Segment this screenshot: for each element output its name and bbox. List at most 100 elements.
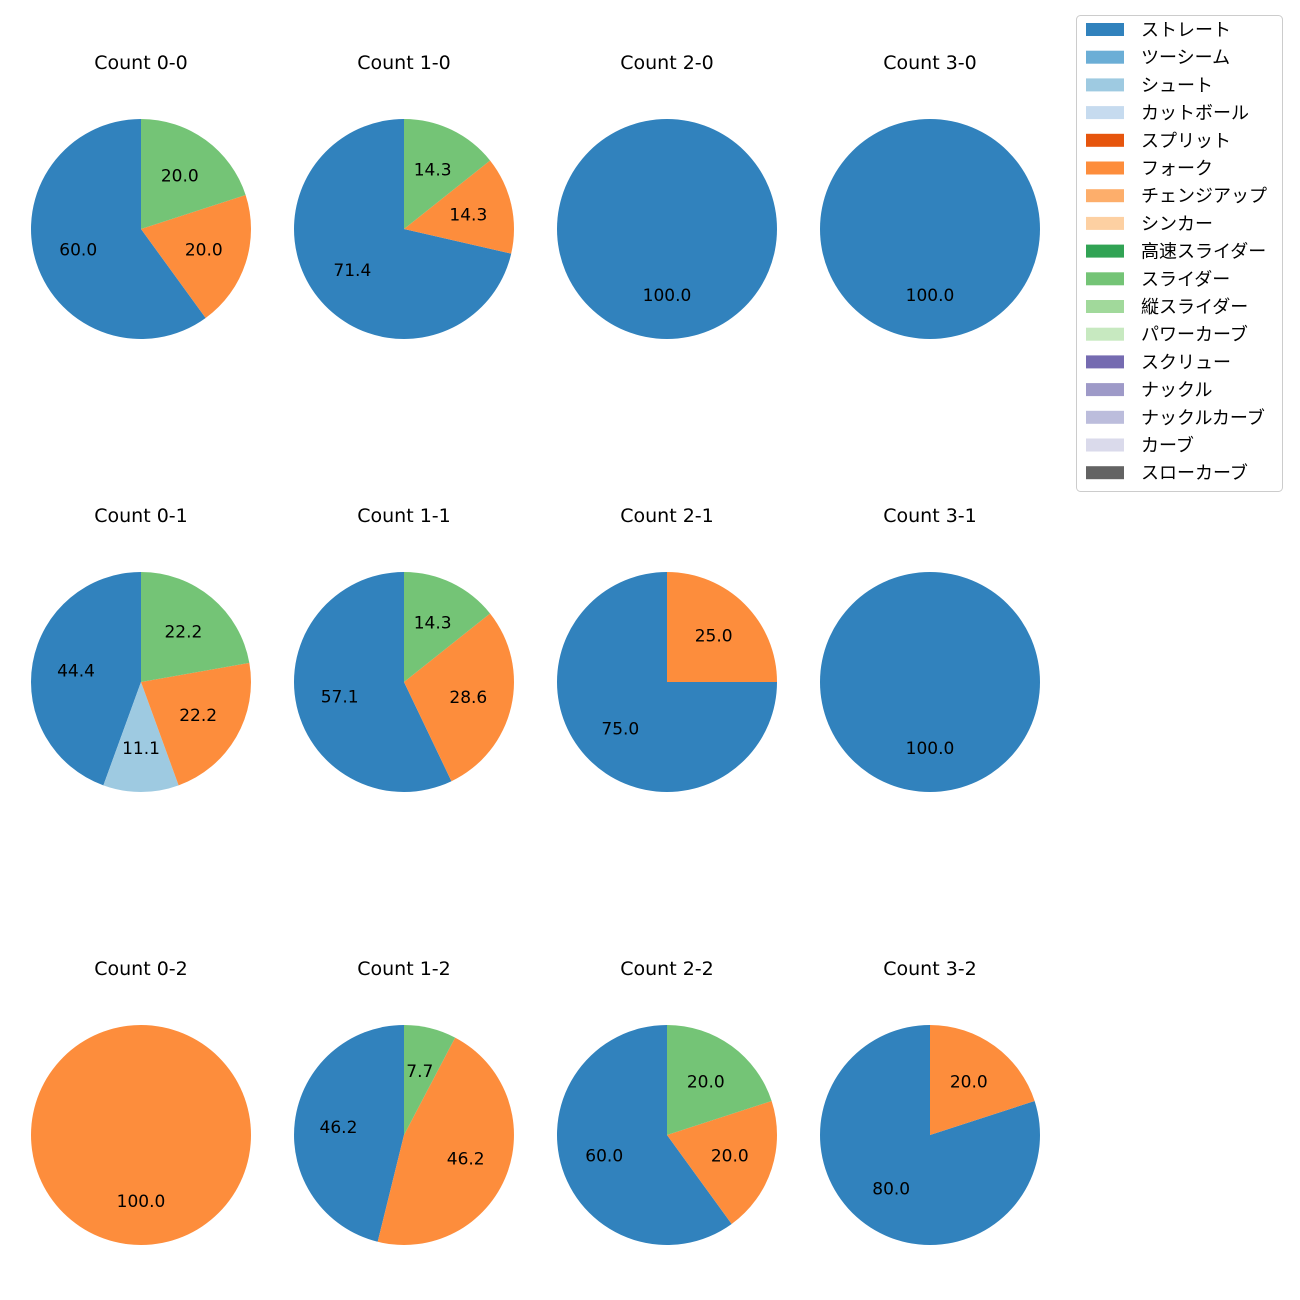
pie-slice — [103, 682, 179, 793]
pie-slice — [667, 1101, 778, 1224]
pie-slice — [31, 119, 206, 339]
legend: ストレートツーシームシュートカットボールスプリットフォークチェンジアップシンカー… — [1076, 15, 1283, 492]
pie-slice — [31, 1025, 251, 1245]
slice-value-label: 20.0 — [161, 167, 199, 187]
legend-item: スローカーブ — [1086, 462, 1248, 484]
panel-title: Count 3-1 — [883, 505, 977, 527]
pie-panel: Count 1-2 46.2 46.2 7.7 — [294, 958, 514, 1245]
slice-value-label: 14.3 — [414, 161, 452, 181]
legend-swatch — [1086, 78, 1124, 92]
legend-swatch — [1086, 466, 1124, 480]
legend-swatch — [1086, 244, 1124, 258]
pie-slice — [141, 119, 246, 229]
legend-swatch — [1086, 272, 1124, 286]
pie-slice — [404, 119, 491, 229]
pie-panel: Count 0-2 100.0 — [31, 958, 251, 1245]
pie-slice — [141, 662, 252, 786]
legend-label: フォーク — [1141, 159, 1213, 180]
legend-item: パワーカーブ — [1086, 324, 1248, 346]
legend-label: シンカー — [1141, 214, 1213, 235]
legend-label: シュート — [1141, 75, 1213, 96]
legend-label: スローカーブ — [1141, 462, 1248, 484]
panel-title: Count 0-1 — [94, 505, 188, 527]
legend-item: 高速スライダー — [1086, 242, 1266, 263]
pie-panel: Count 3-1 100.0 — [820, 505, 1040, 792]
legend-item: フォーク — [1086, 159, 1213, 180]
pie-slice — [141, 572, 250, 682]
pie-slice — [141, 195, 252, 318]
panel-title: Count 0-0 — [94, 52, 188, 74]
legend-frame — [1076, 15, 1283, 492]
legend-item: 縦スライダー — [1086, 297, 1248, 318]
panel-title: Count 2-0 — [620, 52, 714, 74]
pie-panel: Count 0-1 44.4 11.1 22.2 22.2 — [30, 505, 252, 793]
panel-title: Count 0-2 — [94, 958, 188, 980]
legend-item: スライダー — [1086, 269, 1230, 290]
pie-slice — [404, 1025, 456, 1135]
pie-slice — [377, 1037, 514, 1245]
legend-swatch — [1086, 23, 1124, 36]
slice-value-label: 28.6 — [449, 688, 487, 708]
legend-item: ツーシーム — [1086, 48, 1230, 69]
pie-slice — [557, 1025, 732, 1245]
legend-label: 高速スライダー — [1141, 242, 1266, 263]
legend-label: ナックル — [1141, 380, 1212, 401]
legend-item: ナックルカーブ — [1086, 407, 1265, 429]
slice-value-label: 25.0 — [695, 626, 733, 646]
legend-label: カットボール — [1141, 103, 1249, 124]
pie-slice — [667, 1025, 772, 1135]
slice-value-label: 60.0 — [59, 240, 97, 260]
pie-panel: Count 2-2 60.0 20.0 20.0 — [557, 958, 778, 1245]
panel-title: Count 3-2 — [883, 958, 977, 980]
slice-value-label: 100.0 — [643, 286, 692, 306]
pie-panels: Count 0-0 60.0 20.0 20.0 Count 1-0 71.4 14.3 14… — [30, 52, 1041, 1245]
slice-value-label: 20.0 — [711, 1146, 749, 1166]
legend-label: スクリュー — [1141, 352, 1231, 373]
legend-item: カットボール — [1086, 103, 1249, 124]
panel-title: Count 3-0 — [883, 52, 977, 74]
slice-value-label: 22.2 — [164, 622, 202, 642]
panel-title: Count 1-1 — [357, 505, 451, 527]
pie-slice — [294, 119, 512, 339]
legend-item: カーブ — [1086, 435, 1194, 457]
legend-swatch — [1086, 327, 1124, 341]
pie-panel: Count 2-1 75.0 25.0 — [557, 505, 777, 792]
slice-value-label: 44.4 — [57, 662, 95, 682]
slice-value-label: 100.0 — [906, 739, 955, 759]
legend-label: スプリット — [1141, 131, 1231, 152]
slice-value-label: 75.0 — [601, 720, 639, 740]
legend-swatch — [1086, 355, 1124, 369]
pie-panel: Count 1-0 71.4 14.3 14.3 — [294, 52, 515, 339]
legend-swatch — [1086, 438, 1124, 452]
pie-slice — [404, 572, 491, 682]
legend-swatch — [1086, 161, 1124, 175]
slice-value-label: 20.0 — [185, 240, 223, 260]
panel-title: Count 2-1 — [620, 505, 714, 527]
slice-value-label: 22.2 — [179, 706, 217, 726]
legend-label: チェンジアップ — [1141, 186, 1267, 207]
slice-value-label: 80.0 — [872, 1179, 910, 1199]
pie-slice — [820, 1025, 1041, 1245]
legend-swatch — [1086, 300, 1124, 313]
pie-slice — [820, 119, 1040, 339]
legend-label: ナックルカーブ — [1141, 407, 1265, 429]
legend-swatch — [1086, 189, 1124, 203]
legend-label: ストレート — [1141, 20, 1231, 41]
pie-panel: Count 3-2 80.0 20.0 — [820, 958, 1041, 1245]
slice-value-label: 20.0 — [950, 1073, 988, 1093]
slice-value-label: 7.7 — [406, 1062, 433, 1082]
legend-swatch — [1086, 383, 1124, 397]
slice-value-label: 100.0 — [906, 286, 955, 306]
legend-item: スクリュー — [1086, 352, 1231, 373]
legend-item: ストレート — [1086, 20, 1231, 41]
legend-label: パワーカーブ — [1141, 324, 1248, 346]
slice-value-label: 57.1 — [321, 688, 359, 708]
slice-value-label: 14.3 — [449, 205, 487, 225]
pie-slice — [404, 160, 515, 254]
pie-panel: Count 1-1 57.1 28.6 14.3 — [293, 505, 514, 793]
slice-value-label: 60.0 — [585, 1146, 623, 1166]
pie-panel: Count 3-0 100.0 — [820, 52, 1040, 339]
legend-label: 縦スライダー — [1141, 297, 1248, 318]
slice-value-label: 14.3 — [414, 614, 452, 634]
